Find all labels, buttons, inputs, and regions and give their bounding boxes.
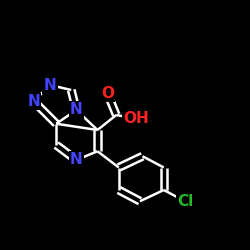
Text: N: N xyxy=(44,78,56,92)
Text: Cl: Cl xyxy=(177,194,193,209)
Text: N: N xyxy=(70,152,82,168)
Text: N: N xyxy=(70,102,82,118)
Text: OH: OH xyxy=(124,111,149,126)
Text: O: O xyxy=(101,86,114,101)
Text: N: N xyxy=(28,94,40,109)
